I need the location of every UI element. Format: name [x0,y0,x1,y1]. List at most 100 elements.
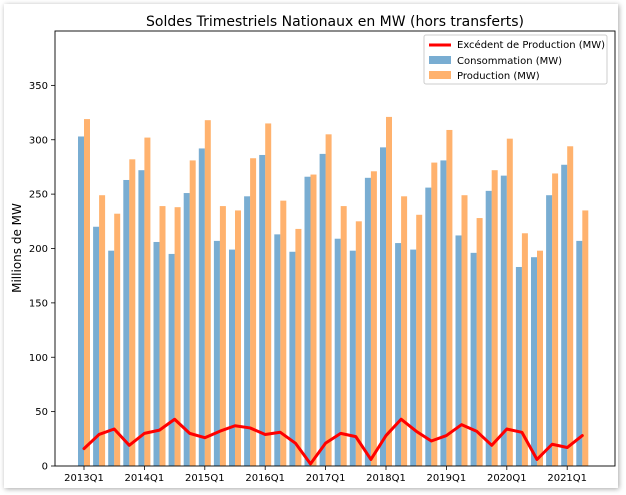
x-axis: 2013Q1 2014Q1 2015Q1 2016Q1 2017Q1 2018Q1 2019… [64,466,587,484]
x-tick-label: 2014Q1 [125,473,165,484]
bar-production [219,206,226,466]
bar-consommation [108,250,115,466]
y-tick-label: 100 [29,353,48,364]
bar-production [431,162,438,466]
bar-consommation [274,234,281,466]
bar-consommation [198,148,205,466]
y-tick-label: 350 [29,81,48,92]
y-tick-label: 200 [29,244,48,255]
legend: Excédent de Production (MW) Consommation… [423,34,608,85]
y-tick-label: 0 [42,462,48,473]
bar-production [386,116,392,466]
legend-swatch-production [429,71,451,79]
bar-consommation [515,266,522,466]
bar-production [295,228,302,466]
bar-production [552,173,559,466]
bar-consommation [546,195,553,466]
bar-consommation [93,226,100,466]
bar-consommation [213,240,220,466]
bar-production [461,195,468,466]
bar-production [189,160,196,466]
x-tick-label: 2013Q1 [64,473,104,484]
bar-consommation [349,250,356,466]
bar-production [265,123,272,466]
bar-production [355,221,362,466]
bar-consommation [319,153,326,466]
bar-production [582,210,589,466]
x-tick-label: 2021Q1 [547,473,587,484]
bar-consommation [561,164,568,466]
bar-production [325,134,332,466]
bar-consommation [153,241,160,466]
bar-production [99,195,106,466]
bar-production [340,206,347,466]
bar-consommation [364,177,371,466]
bar-consommation [334,238,341,466]
bar-consommation [440,160,447,466]
bar-production [506,138,513,466]
bar-production [129,159,136,466]
bar-production [84,119,90,467]
bar-consommation [168,253,175,466]
bar-production [310,174,317,467]
y-tick-label: 50 [35,407,48,418]
x-tick-label: 2018Q1 [366,473,406,484]
bar-consommation [304,176,311,466]
bar-consommation [470,252,477,466]
line-excedent [82,417,584,466]
bar-production [174,207,181,467]
bar-production [567,146,574,466]
bars-layer [78,116,589,467]
bar-production [491,170,498,466]
chart-title: Soldes Trimestriels Nationaux en MW (hor… [146,14,524,30]
y-axis: 0 50 100 150 200 250 300 350 [29,81,55,473]
bar-consommation [138,170,145,466]
bar-consommation [485,190,492,467]
bar-production [159,206,166,466]
bar-production [521,233,528,466]
bar-consommation [410,249,417,466]
legend-label-consommation: Consommation (MW) [457,56,562,67]
bar-production [446,129,453,466]
x-tick-label: 2015Q1 [185,473,225,484]
legend-swatch-consommation [429,56,451,64]
bar-consommation [380,147,386,467]
bar-consommation [244,196,251,467]
bar-production [144,137,151,466]
bar-consommation [395,243,402,466]
y-tick-label: 150 [29,298,48,309]
legend-box [423,34,608,85]
bar-consommation [531,257,537,466]
bar-consommation [455,235,462,466]
bar-consommation [259,154,266,466]
x-tick-label: 2019Q1 [427,473,467,484]
x-tick-label: 2016Q1 [245,473,285,484]
bar-consommation [576,240,583,466]
bar-consommation [289,251,296,466]
bar-consommation [425,187,432,466]
bar-production [370,171,377,466]
bar-production [401,196,408,467]
bar-production [114,213,121,466]
bar-consommation [183,193,190,466]
bar-production [476,218,483,466]
line-layer [82,417,584,466]
bar-production [416,214,423,466]
legend-label-production: Production (MW) [457,71,540,82]
y-axis-label: Millions de MW [10,203,24,293]
bar-consommation [78,136,84,467]
bar-consommation [123,179,130,467]
bar-production [204,120,211,467]
y-tick-label: 300 [29,135,48,146]
legend-label-excedent: Excédent de Production (MW) [457,39,605,51]
x-tick-label: 2017Q1 [306,473,346,484]
bar-consommation [500,175,507,466]
y-tick-label: 250 [29,190,48,201]
x-tick-label: 2020Q1 [487,473,527,484]
bar-production [250,158,257,467]
bar-production [235,210,241,466]
bar-production [537,250,543,466]
bar-consommation [229,249,235,466]
bar-production [280,200,287,466]
